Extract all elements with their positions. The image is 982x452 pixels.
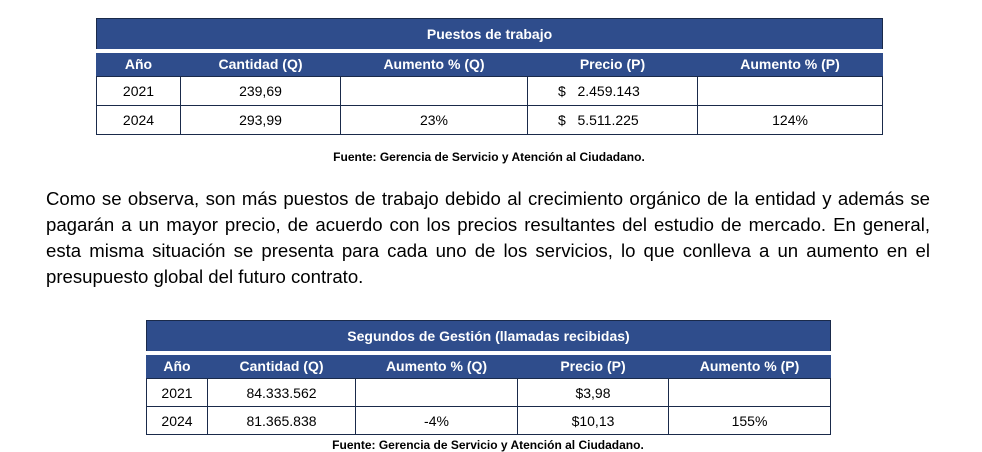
cell: 239,69 <box>180 76 341 106</box>
table-title: Segundos de Gestión (llamadas recibidas) <box>145 320 832 355</box>
cell: 2024 <box>96 105 181 135</box>
cell: 2021 <box>146 378 208 407</box>
empty-cell <box>696 76 884 106</box>
header-row: Año Cantidad (Q) Aumento % (Q) Precio (P) Au… <box>96 50 884 77</box>
cell: $ 2.459.143 <box>527 76 698 106</box>
data-row: 2021 84.333.562 $3,98 <box>146 378 832 407</box>
cell: 84.333.562 <box>207 378 356 407</box>
data-row: 2024 81.365.838 -4% $10,13 155% <box>146 406 832 435</box>
column-header: Aumento % (P) <box>667 352 832 379</box>
cell: $10,13 <box>517 406 669 435</box>
column-header: Precio (P) <box>527 50 698 77</box>
header-row: Año Cantidad (Q) Aumento % (Q) Precio (P) Au… <box>146 352 832 379</box>
title-row: Puestos de trabajo <box>95 18 884 53</box>
column-header: Cantidad (Q) <box>207 352 356 379</box>
cell: 2021 <box>96 76 181 106</box>
data-table: Segundos de Gestión (llamadas recibidas)… <box>145 320 832 435</box>
cell: 124% <box>696 105 884 135</box>
cell: $3,98 <box>517 378 669 407</box>
column-header: Año <box>96 50 181 77</box>
column-header: Aumento % (Q) <box>355 352 518 379</box>
table-title: Puestos de trabajo <box>95 18 884 53</box>
paragraph: Como se observa, son más puestos de trab… <box>46 188 930 287</box>
column-header: Año <box>146 352 208 379</box>
cell: 23% <box>340 105 528 135</box>
cell: $ 5.511.225 <box>527 105 698 135</box>
empty-cell <box>355 378 518 407</box>
cell: 2024 <box>146 406 208 435</box>
cell: 81.365.838 <box>207 406 356 435</box>
data-table: Puestos de trabajo Año Cantidad (Q) Aumento… <box>95 18 884 135</box>
source-note: Fuente: Gerencia de Servicio y Atención … <box>332 438 644 452</box>
title-row: Segundos de Gestión (llamadas recibidas) <box>145 320 832 355</box>
column-header: Precio (P) <box>517 352 669 379</box>
data-row: 2024 293,99 23% $ 5.511.225 124% <box>96 105 884 135</box>
cell: 155% <box>667 406 832 435</box>
empty-cell <box>667 378 832 407</box>
source-note: Fuente: Gerencia de Servicio y Atención … <box>333 150 645 164</box>
column-header: Aumento % (P) <box>696 50 884 77</box>
column-header: Aumento % (Q) <box>340 50 528 77</box>
cell: 293,99 <box>180 105 341 135</box>
column-header: Cantidad (Q) <box>180 50 341 77</box>
data-row: 2021 239,69 $ 2.459.143 <box>96 76 884 106</box>
cell: -4% <box>355 406 518 435</box>
empty-cell <box>340 76 528 106</box>
